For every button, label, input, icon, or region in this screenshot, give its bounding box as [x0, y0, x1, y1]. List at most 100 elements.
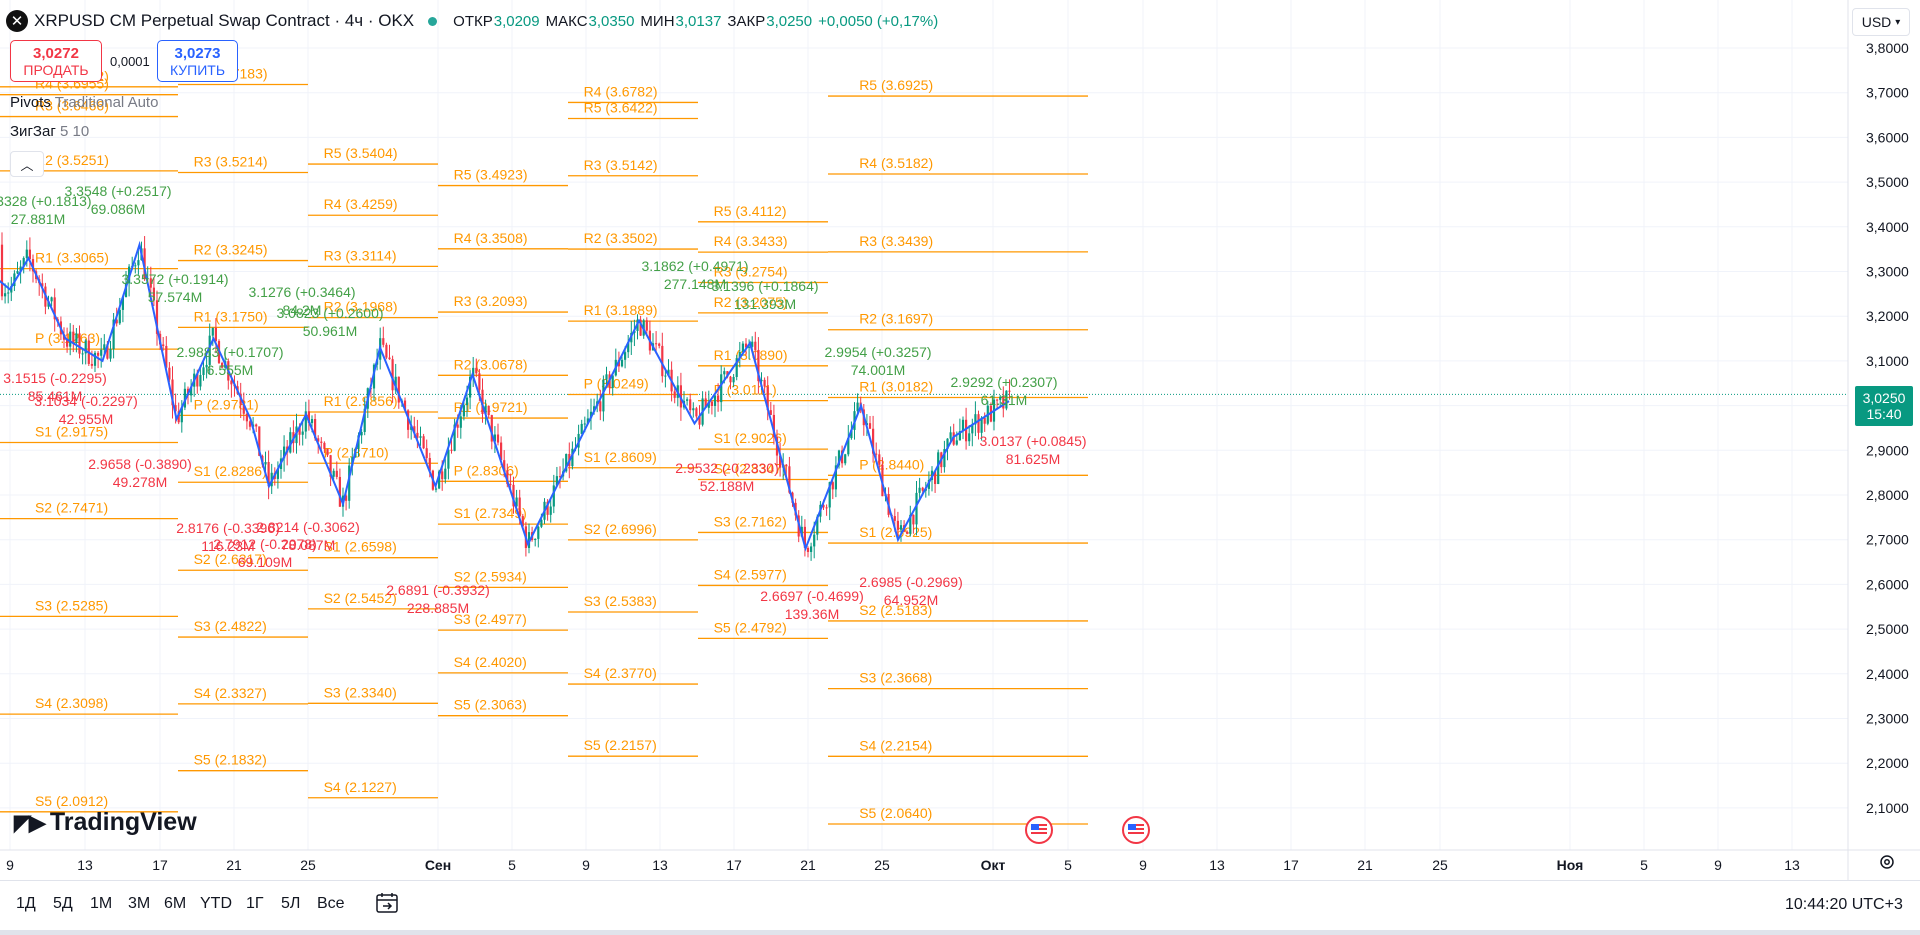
candle-body [788, 466, 791, 493]
candle-body [434, 488, 438, 490]
candle-body [298, 426, 301, 435]
candle-body [50, 297, 53, 302]
indicator-zigzag[interactable]: ЗигЗаг 5 10 [10, 123, 89, 140]
candle-body [41, 283, 44, 287]
candle-body [806, 547, 810, 552]
pivot-label: P (2.8440) [859, 456, 924, 472]
candle-body [899, 525, 903, 530]
candle-body [317, 438, 320, 442]
candle-body [555, 476, 558, 486]
currency-label: USD [1861, 14, 1892, 30]
candle-body [162, 344, 165, 346]
pivot-label: R3 (3.2093) [454, 293, 528, 309]
range-button[interactable]: YTD [200, 895, 232, 912]
range-button[interactable]: 1Д [16, 895, 36, 912]
candle-body [152, 287, 155, 301]
pivot-label: R4 (3.4259) [324, 196, 398, 212]
zigzag-volume-label: 69.086M [91, 201, 145, 217]
candle-body [921, 487, 924, 491]
candle-body [844, 454, 847, 464]
sell-button[interactable]: 3,0272 ПРОДАТЬ [10, 40, 102, 82]
pivot-label: P (2.8306) [454, 462, 519, 478]
candle-body [521, 516, 524, 527]
close-x-icon[interactable]: ✕ [6, 10, 28, 32]
zigzag-labels: 3.3328 (+0.1813) 27.881M 3.3548 (+0.2517) 6… [0, 183, 1087, 622]
pivot-label: R1 (3.0182) [859, 378, 933, 394]
candle-body [447, 449, 450, 469]
candle-body [878, 454, 881, 465]
candle-body [22, 257, 25, 267]
range-button[interactable]: 5Л [281, 895, 301, 912]
bottom-toolbar [0, 880, 1920, 931]
price-tick-label: 2,4000 [1866, 666, 1909, 682]
candle-body [335, 470, 338, 477]
symbol-title[interactable]: XRPUSD CM Perpetual Swap Contract · 4ч ·… [34, 11, 415, 30]
candle-body [230, 380, 233, 385]
buy-price: 3,0273 [174, 44, 221, 62]
price-axis[interactable]: 3,8000 3,7000 3,6000 3,5000 3,4000 3,3000 3,20… [1866, 40, 1909, 816]
range-button[interactable]: 6М [164, 895, 187, 912]
candle-body [868, 423, 872, 429]
candle-body [689, 399, 692, 411]
candle-body [391, 359, 394, 391]
pivot-label: S4 (2.3327) [194, 685, 267, 701]
range-button[interactable]: Все [317, 895, 345, 912]
candle-body [97, 352, 100, 356]
candle-body [710, 401, 713, 406]
logo-text: TradingView [49, 808, 197, 836]
range-button[interactable]: 1Г [246, 895, 264, 912]
range-button[interactable]: 5Д [53, 895, 73, 912]
pivot-label: R5 (3.6925) [859, 77, 933, 93]
candle-body [242, 404, 245, 414]
horizontal-scrollbar[interactable] [0, 930, 1920, 935]
range-button[interactable]: 3М [128, 895, 151, 912]
price-tick-label: 3,7000 [1866, 85, 1909, 101]
time-axis[interactable]: 9 13 17 21 25 Сен 5 9 13 17 21 25 Окт 5 9 13 17 21 25 Ноя 5 9… [6, 857, 1800, 873]
calendar-goto-icon[interactable] [374, 891, 400, 915]
time-tick-label: 21 [226, 857, 242, 873]
pivot-label: R4 (3.5182) [859, 155, 933, 171]
pivot-label: R2 (3.5251) [35, 152, 109, 168]
candle-body [1005, 390, 1008, 409]
settings-gear-icon[interactable] [1878, 853, 1896, 871]
clock-timezone[interactable]: 10:44:20 UTC+3 [1785, 896, 1903, 913]
time-tick-label: 25 [874, 857, 890, 873]
buy-button[interactable]: 3,0273 КУПИТЬ [157, 40, 238, 82]
candle-body [289, 432, 292, 453]
price-tick-label: 3,8000 [1866, 40, 1909, 56]
price-tick-label: 3,4000 [1866, 219, 1909, 235]
collapse-legend-button[interactable]: ︿ [10, 151, 44, 177]
zigzag-price-label: 3.3548 (+0.2517) [64, 183, 171, 199]
candle-body [766, 386, 769, 411]
candle-body [918, 487, 921, 493]
candle-body [664, 375, 667, 377]
pivot-label: R2 (3.3502) [584, 230, 658, 246]
candle-body [258, 426, 261, 456]
candle-body [75, 333, 78, 343]
indicator-pivots[interactable]: Pivots Traditional Auto [10, 94, 158, 111]
time-tick-label: Сен [425, 857, 451, 873]
price-tick-label: 2,2000 [1866, 755, 1909, 771]
chevron-up-icon: ︿ [20, 157, 34, 173]
price-chart[interactable]: R5 (3.7132)R4 (3.6955)R3 (3.6466)R2 (3.5… [0, 0, 1920, 890]
pivot-label: S5 (2.4792) [714, 619, 787, 635]
candle-body [413, 426, 416, 433]
zigzag-volume-label: 85.461M [28, 388, 82, 404]
candle-body [999, 396, 1002, 400]
candle-body [304, 411, 307, 432]
us-flag-event-icon[interactable] [1122, 816, 1150, 844]
zigzag-price-label: 3.3328 (+0.1813) [0, 193, 92, 209]
currency-select[interactable]: USD ▾ [1852, 8, 1910, 36]
chevron-down-icon: ▾ [1895, 16, 1901, 28]
tradingview-logo[interactable]: ◤▶ TradingView [14, 808, 197, 837]
zigzag-volume-label: 84.2M [283, 302, 322, 318]
price-tick-label: 2,3000 [1866, 711, 1909, 727]
candle-body [875, 453, 878, 455]
pivot-label: S5 (2.2157) [584, 737, 657, 753]
candle-body [605, 374, 608, 380]
candle-body [338, 476, 341, 507]
candle-body [856, 402, 859, 412]
candle-body [977, 414, 980, 433]
us-flag-event-icon[interactable] [1025, 816, 1053, 844]
range-button[interactable]: 1М [90, 895, 113, 912]
